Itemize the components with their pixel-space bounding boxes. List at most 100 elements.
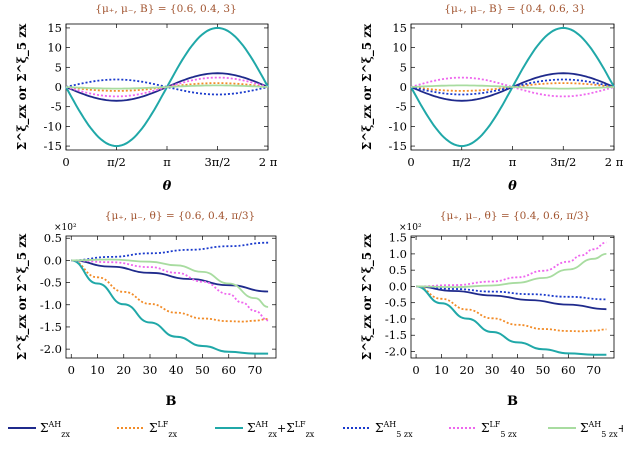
y-tick-label: 5 — [400, 60, 407, 74]
y-tick-label: -5 — [51, 100, 62, 114]
series-line-6 — [71, 258, 269, 308]
chart-title: {μ₊, μ₋, B} = {0.4, 0.6, 3} — [444, 3, 585, 15]
series-line-3 — [71, 259, 269, 355]
legend: ΣAHzx ΣLFzx ΣAHzx+ΣLFzx ΣAH5 zx ΣLF5 zx ΣAH5 … — [8, 420, 623, 439]
series-line-4 — [416, 285, 607, 301]
y-tick-label: 5 — [55, 60, 62, 74]
y-tick-label: 1.5 — [389, 231, 407, 245]
series-line-4 — [71, 241, 269, 262]
y-tick-label: -2.0 — [385, 344, 407, 358]
x-tick-label: 0 — [68, 363, 75, 377]
y-tick-label: 0.0 — [389, 279, 407, 293]
legend-label: ΣLFzx — [149, 420, 178, 439]
y-tick-label: 0.0 — [44, 253, 62, 267]
series-line-2 — [71, 259, 269, 323]
y-tick-label: 1.0 — [389, 247, 407, 261]
chart-panel-4: {μ₊, μ₋, θ} = {0.4, 0.6, π/3} ×10² -2.0 -1.… — [360, 210, 615, 409]
legend-label: ΣAHzx+ΣLFzx — [247, 420, 315, 439]
series-line-5 — [410, 76, 615, 98]
y-tick-label: 10 — [392, 41, 407, 55]
plot-frame — [410, 235, 615, 359]
legend-label: ΣLF5 zx — [481, 420, 517, 439]
y-tick-label: 0 — [55, 80, 62, 94]
x-tick-label: 40 — [169, 363, 184, 377]
x-tick-label: 50 — [195, 363, 210, 377]
x-tick-label: 60 — [221, 363, 236, 377]
x-tick-label: 0 — [62, 155, 69, 169]
x-tick-label: 0 — [412, 363, 419, 377]
y-axis-label: Σ^ξ_zx or Σ^ξ_5 zx — [360, 233, 375, 360]
chart-panel-2: {μ₊, μ₋, B} = {0.4, 0.6, 3} -15 -10 -5 0 5 10 1… — [360, 3, 623, 194]
x-tick-label: 20 — [116, 363, 131, 377]
y-tick-label: -5 — [396, 100, 407, 114]
y-tick-label: -10 — [43, 119, 62, 133]
x-tick-label: 40 — [510, 363, 525, 377]
axis-scale-label: ×10² — [54, 223, 77, 233]
y-tick-label: 0.5 — [389, 263, 407, 277]
x-axis-label: B — [507, 394, 518, 409]
x-tick-label: 10 — [434, 363, 449, 377]
legend-entry-1: ΣAHzx — [8, 420, 70, 439]
series-line-6 — [416, 253, 607, 289]
x-tick-label: π/2 — [107, 155, 126, 169]
x-tick-label: 2 π — [605, 155, 623, 169]
x-tick-label: 50 — [536, 363, 551, 377]
series-line-1 — [416, 285, 607, 311]
x-tick-label: 20 — [460, 363, 475, 377]
series-line-6 — [410, 84, 615, 90]
x-tick-label: π — [163, 155, 171, 169]
legend-entry-2: ΣLFzx — [117, 420, 178, 439]
chart-panel-3: {μ₊, μ₋, θ} = {0.6, 0.4, π/3} ×10² -2.0 -1.… — [15, 210, 277, 409]
legend-label: ΣAHzx — [40, 420, 70, 439]
x-tick-label: 2 π — [259, 155, 278, 169]
y-tick-label: 0 — [400, 80, 407, 94]
x-tick-label: 3π/2 — [550, 155, 576, 169]
y-axis-label: Σ^ξ_zx or Σ^ξ_5 zx — [15, 233, 30, 360]
legend-label: ΣAH5 zx+ΣLF5 zx — [580, 420, 623, 439]
y-tick-label: -1.0 — [40, 298, 62, 312]
x-axis-label: θ — [163, 179, 172, 194]
x-tick-label: π/2 — [452, 155, 471, 169]
chart-title: {μ₊, μ₋, B} = {0.6, 0.4, 3} — [95, 3, 236, 15]
series-line-6 — [65, 84, 269, 90]
legend-entry-4: ΣAH5 zx — [343, 420, 413, 439]
series-line-3 — [415, 285, 607, 356]
series-line-5 — [71, 259, 269, 322]
x-tick-label: 60 — [561, 363, 576, 377]
y-axis-label: Σ^ξ_zx or Σ^ξ_5 zx — [15, 23, 30, 150]
x-tick-label: π — [509, 155, 517, 169]
legend-entry-5: ΣLF5 zx — [449, 420, 517, 439]
x-tick-label: 10 — [90, 363, 105, 377]
y-axis-label: Σ^ξ_zx or Σ^ξ_5 zx — [360, 23, 375, 150]
y-tick-label: 15 — [47, 21, 62, 35]
x-axis-label: θ — [508, 179, 517, 194]
y-tick-label: -0.5 — [385, 296, 407, 310]
axis-scale-label: ×10² — [399, 223, 422, 233]
series-line-1 — [71, 259, 269, 293]
series-line-2 — [416, 285, 607, 333]
y-tick-label: 0.5 — [44, 231, 62, 245]
plot-frame — [65, 235, 277, 359]
x-tick-label: 30 — [485, 363, 500, 377]
y-tick-label: 15 — [392, 21, 407, 35]
series-line-5 — [416, 241, 607, 288]
x-axis-label: B — [166, 394, 177, 409]
chart-panel-1: {μ₊, μ₋, B} = {0.6, 0.4, 3} -15 -10 -5 0 5 10 1… — [15, 3, 278, 194]
legend-label: ΣAH5 zx — [375, 420, 413, 439]
legend-entry-3: ΣAHzx+ΣLFzx — [215, 420, 315, 439]
y-tick-label: -1.5 — [40, 320, 62, 334]
x-tick-label: 0 — [407, 155, 414, 169]
chart-title: {μ₊, μ₋, θ} = {0.4, 0.6, π/3} — [440, 210, 590, 222]
y-tick-label: -15 — [388, 139, 407, 153]
y-tick-label: -1.0 — [385, 312, 407, 326]
y-tick-label: -2.0 — [40, 342, 62, 356]
y-tick-label: -10 — [388, 119, 407, 133]
y-tick-label: -1.5 — [385, 328, 407, 342]
chart-title: {μ₊, μ₋, θ} = {0.6, 0.4, π/3} — [105, 210, 255, 222]
legend-entry-6: ΣAH5 zx+ΣLF5 zx — [548, 420, 623, 439]
y-tick-label: -0.5 — [40, 276, 62, 290]
y-tick-label: 10 — [47, 41, 62, 55]
x-tick-label: 70 — [586, 363, 601, 377]
x-tick-label: 70 — [248, 363, 263, 377]
